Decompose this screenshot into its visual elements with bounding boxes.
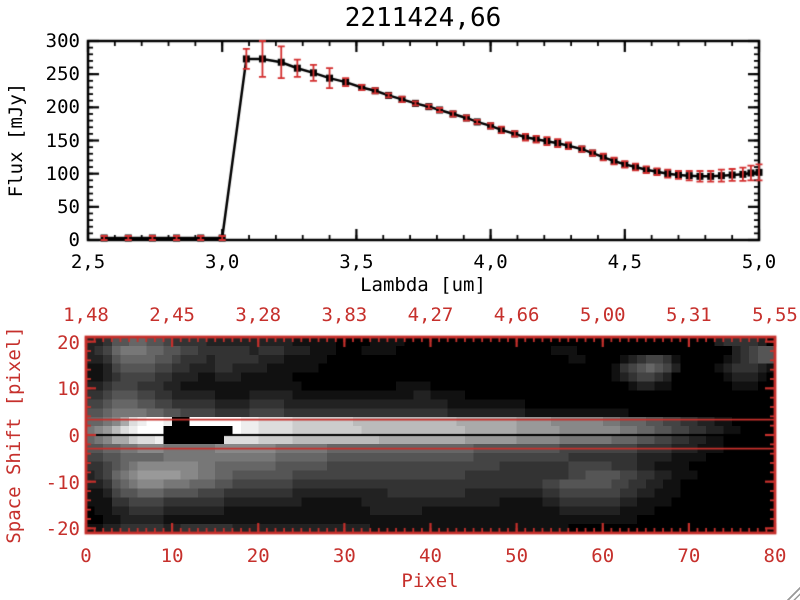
tick-label: 0 (68, 425, 80, 447)
tick-label: 250 (45, 63, 80, 86)
tick-label: 4,0 (473, 251, 508, 273)
pixel-axis-label: Pixel (401, 570, 459, 592)
plot-title: 2211424,66 (344, 3, 502, 33)
tick-label: 2,45 (149, 304, 195, 326)
tick-label: 10 (160, 545, 184, 567)
tick-label: 80 (763, 545, 787, 567)
tick-label: 0 (68, 229, 80, 251)
tick-label: 5,0 (741, 251, 777, 273)
tick-label: 70 (677, 545, 701, 567)
tick-label: 4,66 (493, 304, 540, 326)
lambda-axis-label: Lambda [um] (360, 274, 486, 296)
tick-label: 1,48 (63, 304, 109, 326)
tick-label: 3,5 (339, 251, 374, 273)
tick-label: 50 (505, 545, 529, 567)
tick-label: 3,0 (205, 251, 240, 273)
tick-label: 20 (246, 545, 270, 567)
tick-label: 40 (419, 545, 442, 567)
tick-label: 200 (45, 96, 80, 119)
tick-label: 5,31 (665, 304, 712, 326)
tick-label: 20 (57, 331, 80, 354)
tick-label: 2,5 (70, 251, 106, 273)
tick-label: -20 (45, 518, 80, 541)
tick-label: 5,00 (579, 304, 626, 326)
tick-label: 3,28 (235, 304, 282, 326)
tick-label: 300 (45, 30, 80, 52)
tick-label: 4,5 (607, 251, 642, 273)
tick-label: 5,55 (752, 304, 798, 326)
tick-label: 100 (45, 162, 80, 185)
tick-label: 10 (57, 378, 80, 401)
tick-label: 4,27 (407, 304, 454, 326)
tick-label: 150 (45, 129, 80, 152)
tick-label: 60 (591, 545, 615, 567)
tick-label: 50 (57, 195, 80, 218)
tick-label: 3,83 (321, 304, 368, 326)
tick-label: -10 (45, 471, 80, 494)
tick-label: 0 (80, 545, 92, 567)
tick-label: 30 (332, 545, 356, 567)
